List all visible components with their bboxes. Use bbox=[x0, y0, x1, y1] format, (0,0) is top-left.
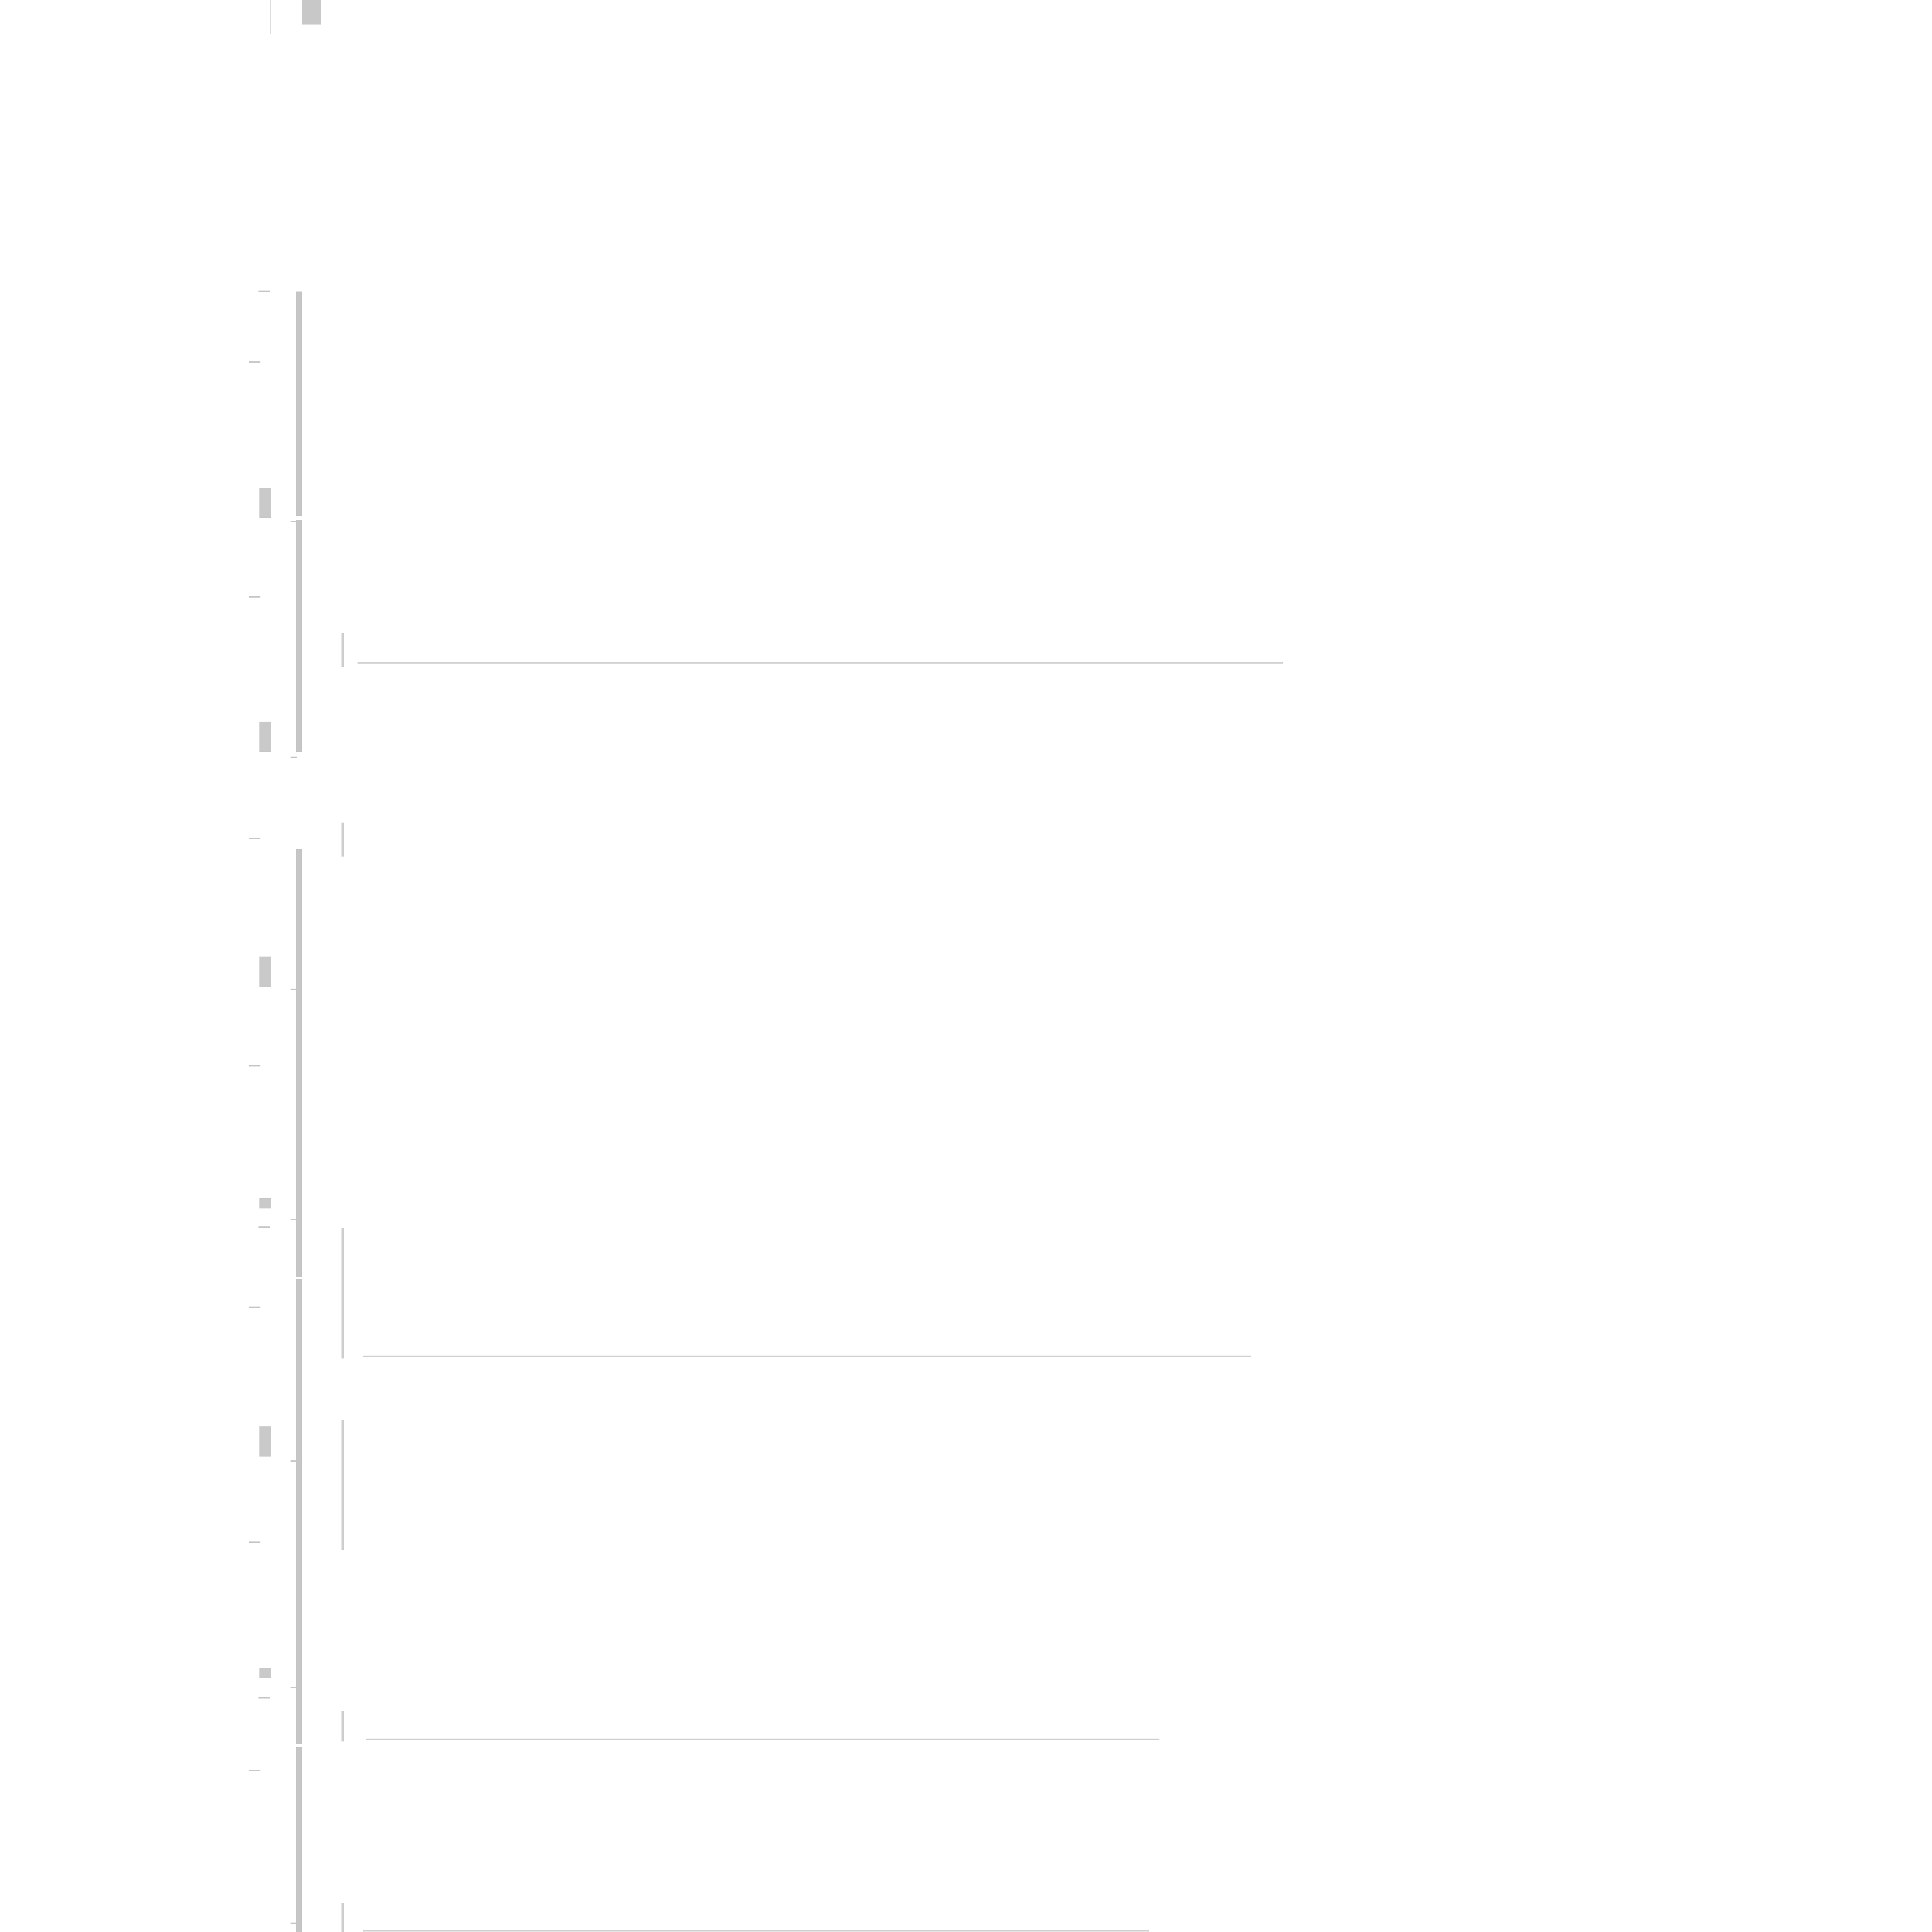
rail-connector bbox=[291, 989, 297, 990]
content-indicator bbox=[341, 823, 344, 857]
content-indicator bbox=[341, 1228, 344, 1358]
section-divider bbox=[366, 1739, 1159, 1740]
section-marker[interactable] bbox=[259, 488, 271, 518]
section-divider bbox=[358, 662, 1283, 664]
rail-tick bbox=[249, 1065, 260, 1066]
rail-tick bbox=[258, 1226, 270, 1228]
section-marker[interactable] bbox=[259, 722, 271, 752]
rail-segment bbox=[296, 291, 302, 516]
rail-segment bbox=[296, 520, 302, 752]
top-handle-icon[interactable] bbox=[302, 0, 321, 25]
rail-tick bbox=[258, 291, 270, 292]
rail-connector bbox=[291, 757, 297, 758]
rail-connector bbox=[291, 1460, 297, 1462]
rail-segment bbox=[296, 849, 302, 1277]
rail-connector bbox=[291, 1687, 297, 1688]
rail-tick bbox=[249, 361, 260, 363]
content-indicator bbox=[341, 1903, 344, 1932]
rail-tick bbox=[249, 1307, 260, 1308]
rail-connector bbox=[291, 1923, 297, 1924]
rail-segment bbox=[296, 1747, 302, 1932]
rail-connector bbox=[291, 1219, 297, 1220]
content-indicator bbox=[341, 633, 344, 667]
rail-tick bbox=[249, 1770, 260, 1771]
section-marker[interactable] bbox=[259, 1426, 271, 1457]
rail-tick bbox=[249, 1541, 260, 1543]
section-marker[interactable] bbox=[259, 957, 271, 987]
section-divider bbox=[363, 1930, 1149, 1932]
rail-segment bbox=[296, 1279, 302, 1744]
rail-connector bbox=[291, 521, 297, 522]
timeline-rail bbox=[296, 291, 302, 1932]
section-marker[interactable] bbox=[259, 1198, 271, 1208]
rail-tick bbox=[249, 838, 260, 839]
top-divider bbox=[270, 0, 271, 34]
section-marker[interactable] bbox=[259, 1668, 271, 1678]
content-indicator bbox=[341, 1711, 344, 1741]
rail-tick bbox=[258, 1697, 270, 1699]
section-divider bbox=[363, 1356, 1251, 1357]
rail-tick bbox=[249, 596, 260, 598]
content-indicator bbox=[341, 1420, 344, 1550]
